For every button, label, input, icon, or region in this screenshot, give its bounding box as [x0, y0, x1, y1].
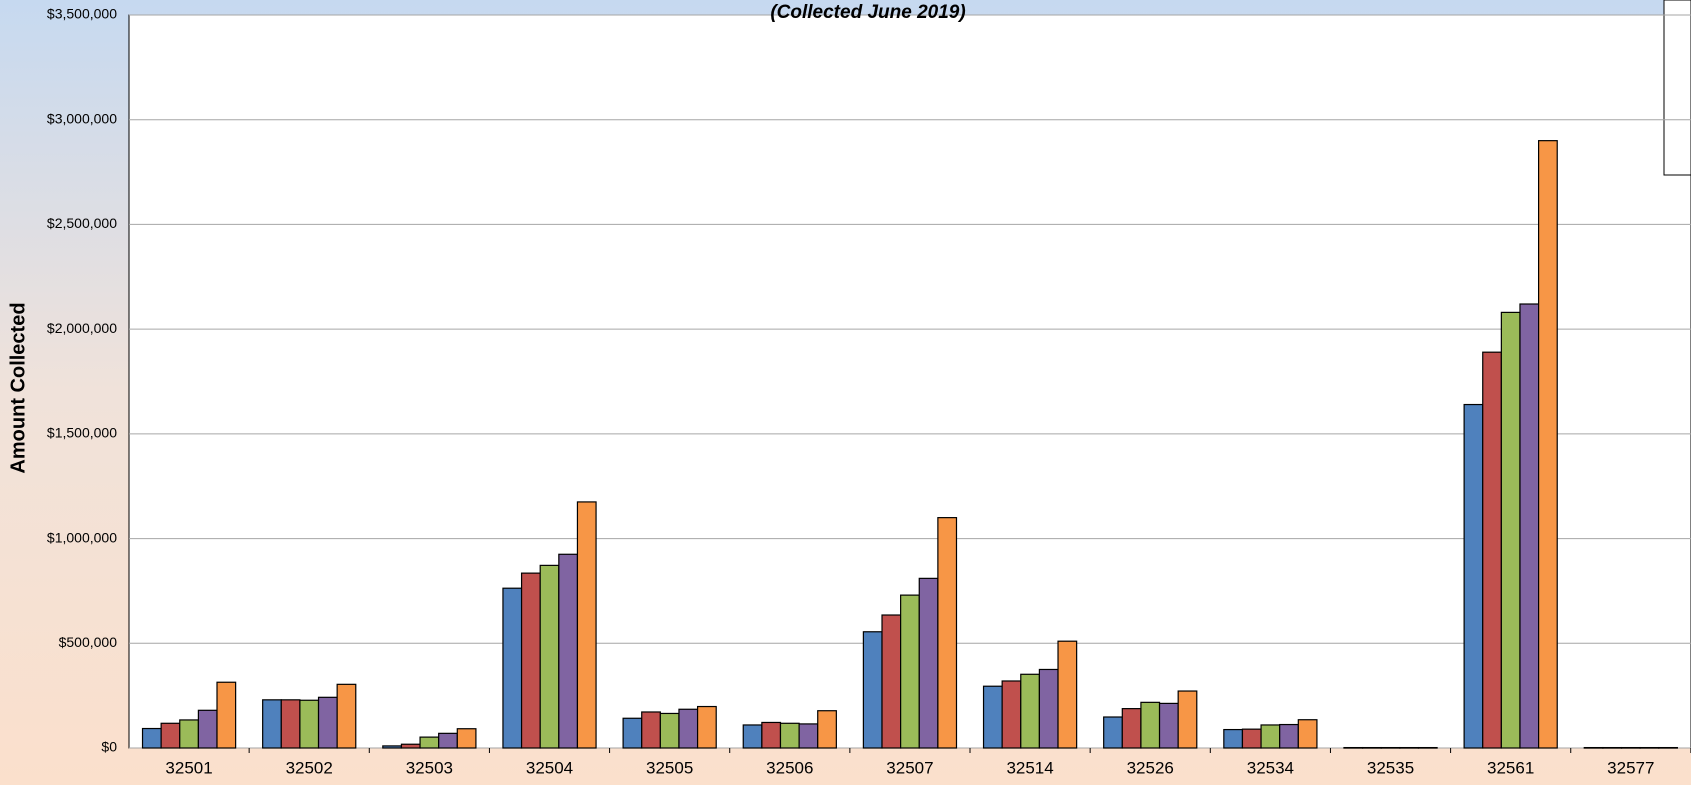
x-tick-label: 32514	[1006, 758, 1053, 777]
bar	[1639, 746, 1660, 749]
bar	[779, 722, 800, 749]
bar	[1038, 668, 1059, 749]
bar	[641, 711, 661, 749]
bar	[1057, 640, 1078, 749]
bar	[1482, 351, 1502, 749]
bar	[1020, 673, 1040, 749]
bar	[1158, 702, 1179, 749]
x-tick-label: 32577	[1607, 758, 1654, 777]
bar	[502, 587, 523, 749]
bar	[1001, 680, 1022, 749]
bar	[317, 696, 338, 749]
y-tick-label: $2,000,000	[47, 320, 117, 336]
bar	[160, 722, 181, 749]
bar	[1279, 723, 1299, 749]
bar	[1140, 701, 1161, 749]
bar	[1538, 140, 1558, 749]
y-tick-label: $1,500,000	[47, 425, 117, 441]
bar	[400, 743, 421, 749]
x-tick-label: 32506	[766, 758, 813, 777]
y-axis-label: Amount Collected	[7, 302, 29, 473]
bar	[1417, 746, 1438, 749]
bar	[918, 577, 939, 749]
bar	[1343, 746, 1364, 749]
x-tick-label: 32504	[526, 758, 573, 777]
bar	[419, 736, 440, 749]
bar	[1583, 746, 1604, 749]
x-tick-label: 32507	[886, 758, 933, 777]
bar	[336, 683, 357, 749]
y-tick-label: $1,000,000	[47, 529, 117, 545]
y-tick-label: $2,500,000	[47, 215, 117, 231]
y-tick-label: $0	[101, 739, 117, 755]
x-tick-label: 32526	[1127, 758, 1174, 777]
bars	[141, 140, 1678, 749]
bar	[659, 712, 680, 749]
overlay-panel	[1663, 0, 1691, 176]
x-tick-label: 32502	[286, 758, 333, 777]
x-tick-label: 32561	[1487, 758, 1534, 777]
x-tick-label: 32501	[165, 758, 212, 777]
bar	[982, 685, 1003, 749]
bar	[1463, 403, 1484, 749]
x-tick-label: 32505	[646, 758, 693, 777]
bar	[1241, 728, 1262, 749]
bar	[1297, 719, 1318, 749]
bar	[622, 717, 643, 749]
labels: $0 $500,000 $1,000,000 $1,500,000 $2,000,000…	[47, 6, 1655, 778]
bar	[1620, 746, 1641, 749]
bar	[817, 710, 837, 749]
x-tick-label: 32535	[1367, 758, 1414, 777]
bar	[1399, 746, 1420, 749]
bar	[262, 699, 282, 749]
chart-title: (Collected June 2019)	[770, 2, 965, 23]
bar	[678, 708, 699, 749]
y-tick-label: $3,000,000	[47, 110, 117, 126]
bar	[1658, 746, 1678, 749]
bar	[937, 517, 958, 749]
y-tick-label: $500,000	[59, 634, 118, 650]
bar	[576, 501, 597, 749]
bar	[696, 705, 717, 749]
bar	[1380, 746, 1401, 749]
bar	[520, 572, 541, 749]
bar	[299, 699, 320, 749]
bar	[280, 699, 301, 749]
bar	[798, 723, 819, 749]
bar	[539, 564, 560, 749]
bar	[761, 721, 782, 749]
bar	[179, 719, 199, 749]
bar	[382, 745, 403, 749]
x-tick-label: 32534	[1247, 758, 1294, 777]
bar	[1103, 716, 1123, 749]
bar	[1260, 724, 1281, 749]
bar	[1223, 728, 1244, 749]
bar	[197, 709, 218, 749]
bar	[1177, 690, 1198, 749]
bar	[1361, 746, 1382, 749]
bar	[558, 553, 579, 749]
bar	[881, 614, 902, 749]
bar	[862, 631, 883, 749]
bar	[1121, 708, 1142, 749]
bar	[438, 732, 458, 749]
bar	[900, 594, 920, 749]
bar	[1602, 746, 1623, 749]
bar	[742, 724, 763, 749]
bar	[1500, 311, 1521, 749]
bar	[1519, 303, 1540, 749]
bar	[216, 681, 237, 749]
bar	[141, 727, 162, 749]
y-tick-label: $3,500,000	[47, 6, 117, 22]
x-tick-label: 32503	[406, 758, 453, 777]
bar	[456, 728, 477, 749]
